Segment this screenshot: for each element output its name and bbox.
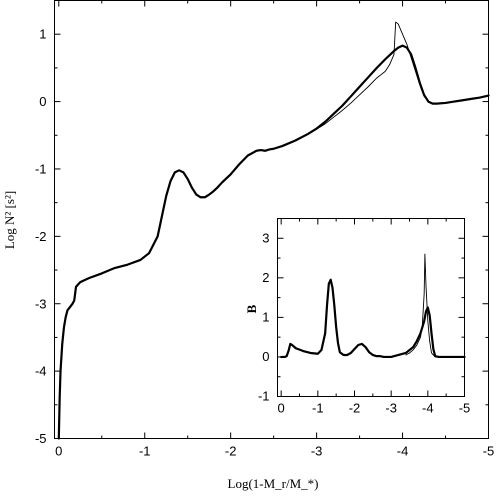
main-plot-frame <box>54 0 489 439</box>
inset-x-tick-label: -2 <box>349 401 361 416</box>
main-series-thick-line <box>57 44 490 440</box>
inset-x-tick-label: -4 <box>422 401 434 416</box>
inset-x-tick-label: 0 <box>278 401 285 416</box>
inset-x-tick-label: -5 <box>459 401 471 416</box>
inset-plot-frame <box>277 218 465 397</box>
main-y-tick-label: -1 <box>35 162 47 177</box>
main-y-tick-label: -2 <box>35 229 47 244</box>
main-y-tick-label: 0 <box>39 94 46 109</box>
inset-x-tick-label: -3 <box>385 401 397 416</box>
y-axis-label: Log N² [s²] <box>2 191 17 249</box>
x-axis-label: Log(1-M_r/M_*) <box>228 476 319 491</box>
main-x-tick-label: -4 <box>397 444 409 459</box>
inset-y-tick-label: 2 <box>262 270 269 285</box>
inset-series-thick-line <box>280 278 466 359</box>
main-y-tick-label: 1 <box>39 27 46 42</box>
main-x-tick-label: -5 <box>483 444 495 459</box>
main-y-tick-label: -4 <box>35 364 47 379</box>
main-x-tick-label: 0 <box>55 444 62 459</box>
inset-y-tick-label: 3 <box>262 230 269 245</box>
inset-chart: B 0 -1 -2 -3 -4 -5 3 2 1 0 -1 <box>244 218 470 416</box>
main-x-tick-label: -1 <box>139 444 151 459</box>
inset-background <box>277 218 465 398</box>
main-y-tick-label: -5 <box>35 431 47 446</box>
inset-y-tick-label: -1 <box>258 389 270 404</box>
main-series-thin-line <box>281 21 438 147</box>
main-x-tick-label: -3 <box>311 444 323 459</box>
inset-marks <box>280 253 466 359</box>
main-y-tick-label: -3 <box>35 296 47 311</box>
inset-x-tick-label: -1 <box>312 401 324 416</box>
inset-y-tick-label: 1 <box>262 310 269 325</box>
main-y-axis-label: Log N² [s²] <box>2 191 17 249</box>
main-marks <box>57 21 490 440</box>
main-axes: 0 -1 -2 -3 -4 -5 1 0 -1 -2 -3 -4 -5 <box>35 0 495 459</box>
inset-axes: 0 -1 -2 -3 -4 -5 3 2 1 0 -1 <box>258 218 471 416</box>
inset-y-axis-label: B <box>244 304 259 313</box>
inset-series-thin-line <box>405 253 436 358</box>
inset-y-tick-label: 0 <box>262 349 269 364</box>
main-x-tick-label: -2 <box>225 444 237 459</box>
main-chart: Log N² [s²] Log(1-M_r/M_*) 0 -1 -2 -3 -4 -510… <box>2 0 495 491</box>
